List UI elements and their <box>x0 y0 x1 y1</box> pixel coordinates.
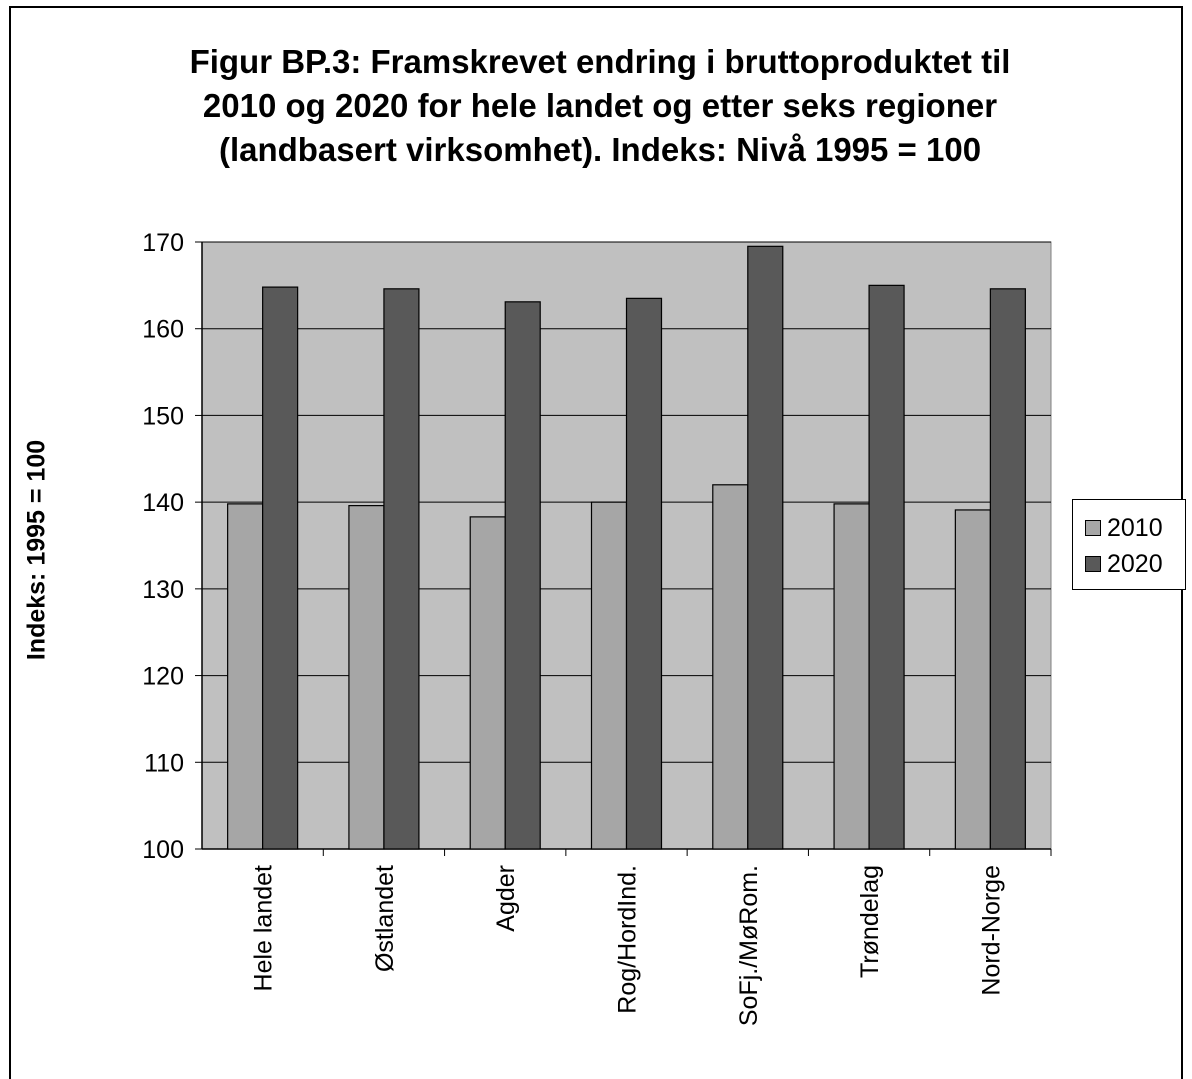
y-tick-label: 130 <box>142 576 184 604</box>
title-line-1: Figur BP.3: Framskrevet endring i brutto… <box>189 43 1011 80</box>
legend: 2010 2020 <box>1072 499 1186 590</box>
y-tick-label: 110 <box>144 749 184 777</box>
bar-2010-0 <box>227 503 264 850</box>
bar-2010-3 <box>590 501 628 850</box>
y-tick-label: 160 <box>142 316 184 344</box>
bar-2020-0 <box>262 286 299 850</box>
legend-label-2010: 2010 <box>1107 513 1163 542</box>
chart-title: Figur BP.3: Framskrevet endring i brutto… <box>60 40 1140 172</box>
x-tick-label: Rog/HordInd. <box>614 865 642 1014</box>
legend-swatch-2010 <box>1085 520 1101 536</box>
bar-2020-4 <box>747 245 784 850</box>
legend-item-2020: 2020 <box>1085 549 1163 579</box>
bar-2020-6 <box>989 288 1026 850</box>
legend-swatch-2020 <box>1085 556 1101 572</box>
x-tick-label: SoFj./MøRom. <box>735 865 763 1026</box>
bar-2010-5 <box>833 503 870 850</box>
x-tick-label: Trøndelag <box>856 865 884 978</box>
bar-2020-5 <box>868 284 905 850</box>
x-tick-label: Østlandet <box>371 865 399 972</box>
y-tick-label: 170 <box>142 229 184 257</box>
x-tick-label: Nord-Norge <box>977 865 1005 996</box>
bar-2020-2 <box>504 301 541 850</box>
y-tick-label: 100 <box>142 836 184 864</box>
bar-2020-1 <box>383 288 420 850</box>
bar-2020-3 <box>625 297 663 850</box>
y-tick-label: 140 <box>142 489 184 517</box>
bar-2010-6 <box>954 509 991 850</box>
y-tick-label: 150 <box>142 402 184 430</box>
title-line-2: 2010 og 2020 for hele landet og etter se… <box>202 87 998 124</box>
x-tick-label: Agder <box>492 865 520 932</box>
y-tick-label: 120 <box>142 663 184 691</box>
legend-item-2010: 2010 <box>1085 513 1163 543</box>
x-tick-label: Hele landet <box>250 865 278 992</box>
title-line-3: (landbasert virksomhet). Indeks: Nivå 19… <box>218 131 982 168</box>
bar-2010-4 <box>712 484 749 850</box>
bar-2010-2 <box>469 516 506 850</box>
bar-2010-1 <box>348 505 385 850</box>
legend-label-2020: 2020 <box>1107 549 1163 578</box>
